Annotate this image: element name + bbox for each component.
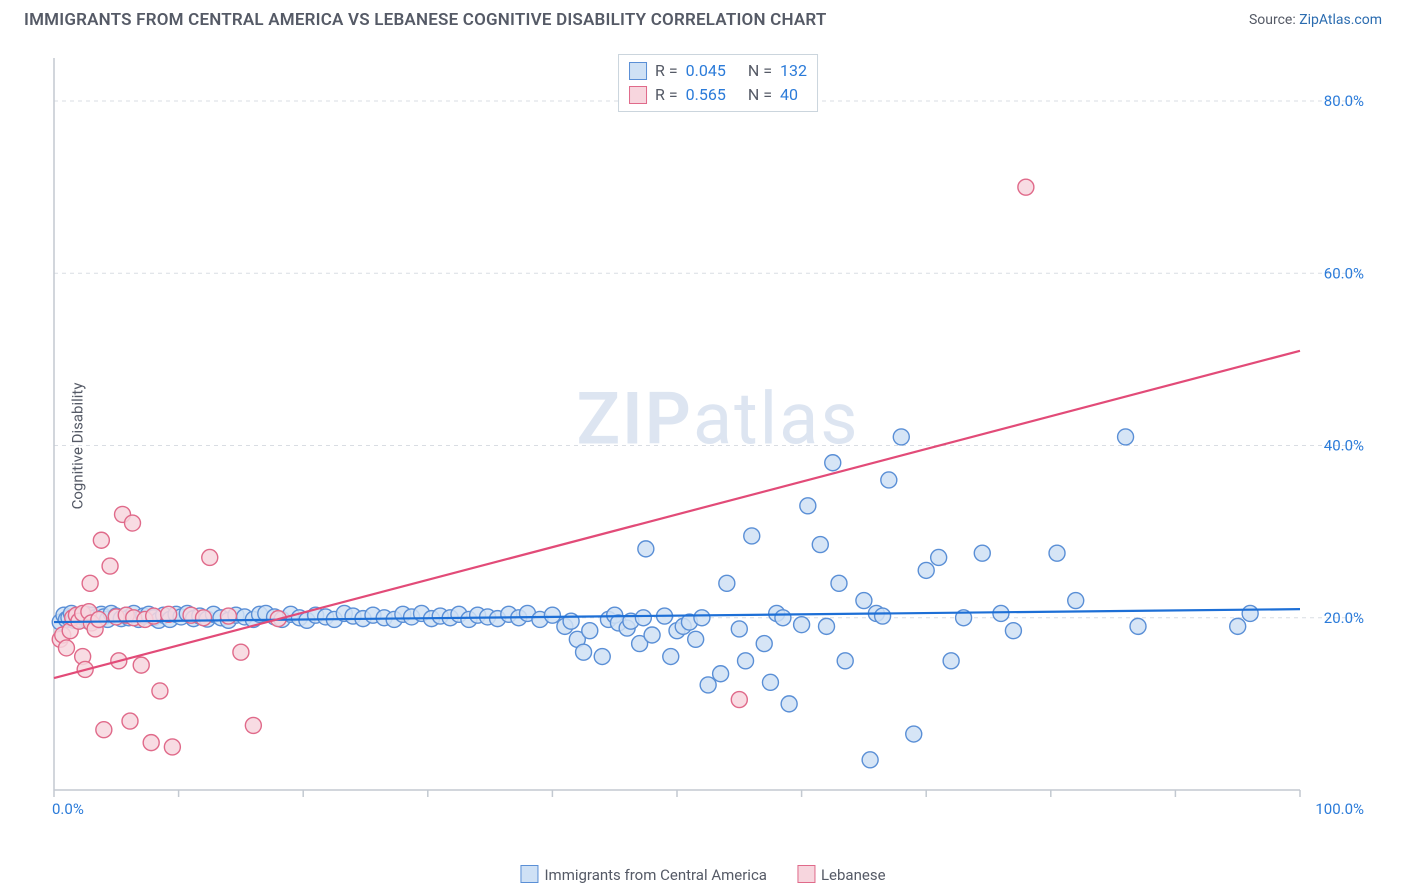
legend-item: Lebanese xyxy=(797,865,886,884)
legend-stats-row: R = 0.565 N = 40 xyxy=(629,83,807,107)
legend-stats-row: R = 0.045 N = 132 xyxy=(629,59,807,83)
legend-r-value: 0.565 xyxy=(686,83,726,107)
legend-series: Immigrants from Central America Lebanese xyxy=(520,865,885,884)
svg-text:0.0%: 0.0% xyxy=(52,800,84,818)
svg-text:40.0%: 40.0% xyxy=(1324,437,1364,455)
legend-series-label: Lebanese xyxy=(821,866,886,884)
svg-text:80.0%: 80.0% xyxy=(1324,92,1364,110)
svg-text:60.0%: 60.0% xyxy=(1324,264,1364,282)
legend-stats: R = 0.045 N = 132 R = 0.565 N = 40 xyxy=(618,54,818,112)
chart-svg: 0.0% 100.0% 20.0% 40.0% 60.0% 80.0% xyxy=(50,50,1370,820)
source-attribution: Source: ZipAtlas.com xyxy=(1249,12,1382,28)
legend-series-label: Immigrants from Central America xyxy=(544,866,767,884)
legend-r-value: 0.045 xyxy=(686,59,726,83)
legend-n-value: 40 xyxy=(780,83,798,107)
legend-swatch-icon xyxy=(629,62,647,80)
source-label: Source: xyxy=(1249,12,1299,28)
chart-title: IMMIGRANTS FROM CENTRAL AMERICA VS LEBAN… xyxy=(24,10,827,30)
legend-n-label: N = xyxy=(748,59,772,83)
source-link[interactable]: ZipAtlas.com xyxy=(1299,12,1382,28)
chart-area: ZIPatlas R = 0.045 N = 132 R = 0.565 N =… xyxy=(50,50,1386,852)
legend-item: Immigrants from Central America xyxy=(520,865,767,884)
legend-swatch-icon xyxy=(629,86,647,104)
legend-swatch-icon xyxy=(797,865,815,883)
svg-text:20.0%: 20.0% xyxy=(1324,609,1364,627)
legend-swatch-icon xyxy=(520,865,538,883)
legend-r-label: R = xyxy=(655,59,678,83)
legend-r-label: R = xyxy=(655,83,678,107)
legend-n-value: 132 xyxy=(780,59,807,83)
svg-text:100.0%: 100.0% xyxy=(1315,800,1364,818)
legend-n-label: N = xyxy=(748,83,772,107)
